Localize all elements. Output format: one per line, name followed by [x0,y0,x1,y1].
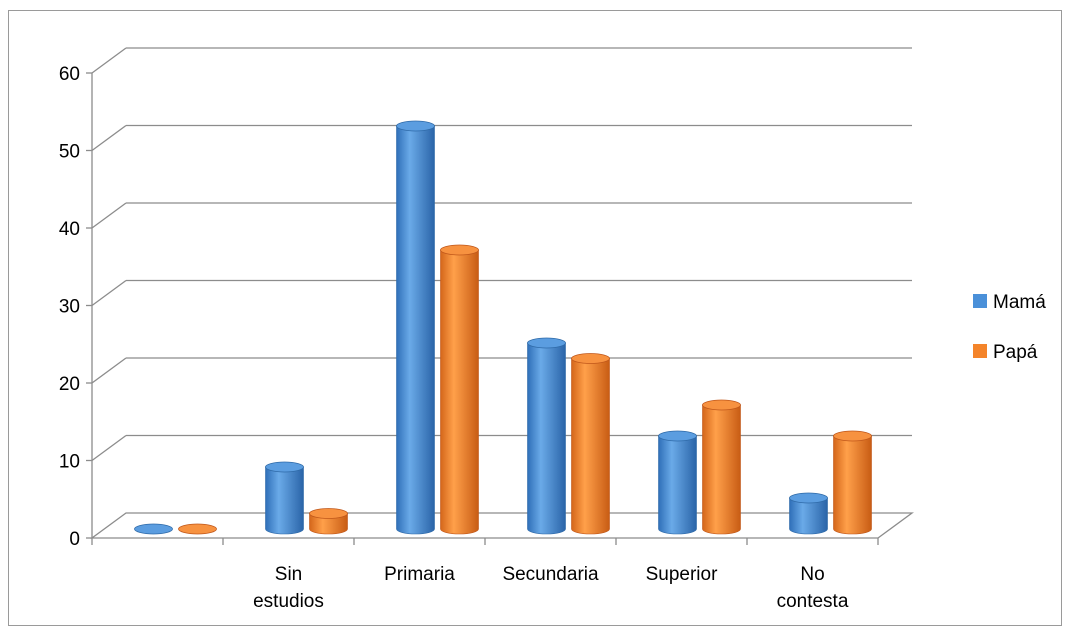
y-tick-labels: 0 10 20 30 40 50 60 [59,64,80,550]
bar-mama [789,492,828,535]
bar-papa [702,399,741,535]
bar-papa [833,430,872,535]
y-tick-label: 20 [59,374,80,395]
legend: Mamá Papá [973,292,1046,363]
gridlines [91,47,912,462]
gridline-depth [91,202,127,229]
legend-label: Mamá [993,292,1046,313]
legend-item-papa: Papá [973,342,1038,363]
bar-mama [396,120,435,535]
bar-mama [527,337,566,535]
y-tick-label: 10 [59,452,80,473]
bar-mama [134,523,173,535]
x-tick-label: Superior [646,564,718,585]
y-tick-label: 40 [59,219,80,240]
gridline-depth [91,279,127,307]
bar-papa [440,244,479,535]
legend-item-mama: Mamá [973,292,1046,313]
bar-mama [265,461,304,535]
bar-papa [309,508,348,535]
y-tick-label: 60 [59,64,80,85]
bar-papa [571,353,610,535]
bars [134,120,872,535]
legend-swatch [973,294,987,308]
gridline-depth [91,47,127,74]
legend-label: Papá [993,342,1038,363]
x-tick-labels: Sin estudios Primaria Secundaria Superior No c… [253,564,849,612]
gridline-depth [91,124,127,152]
x-tick-label: Secundaria [502,564,599,585]
chart-floor [90,512,914,539]
x-tick-label: Primaria [384,564,455,585]
legend-swatch [973,344,987,358]
x-tick-label: Sin estudios [253,564,324,612]
y-tick-label: 0 [69,529,80,550]
y-tick-label: 30 [59,297,80,318]
x-tick-label: No contesta [777,564,849,612]
bar-mama [658,430,697,535]
y-tick-label: 50 [59,142,80,163]
gridline-depth [91,357,127,384]
bar-papa [178,523,217,535]
gridline-depth [91,434,127,462]
axes [86,72,914,545]
